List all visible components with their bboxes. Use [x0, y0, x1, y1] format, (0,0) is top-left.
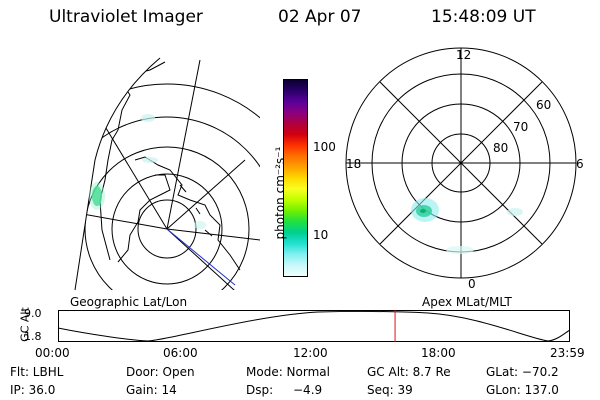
instrument-title: Ultraviolet Imager: [49, 7, 203, 27]
time-tick-1200: 12:00: [293, 346, 328, 360]
mlat-label-80: 80: [493, 141, 509, 155]
mlt-label-6: 6: [576, 157, 584, 171]
time-tick-0600: 06:00: [163, 346, 198, 360]
seq-info: Seq: 39: [367, 383, 413, 397]
colorbar-tick-100: 100: [313, 140, 336, 154]
mode-info: Mode: Normal: [246, 365, 330, 379]
mlat-label-60: 60: [536, 98, 552, 112]
dsp-label: Dsp:: [246, 383, 274, 397]
colorbar-unit-label: photon cm⁻²s⁻¹: [273, 146, 287, 240]
altitude-tick-low: 1.8: [24, 330, 42, 343]
altitude-tick-high: 9.0: [24, 307, 42, 320]
intensity-colorbar: [283, 79, 308, 277]
time-tick-1800: 18:00: [421, 346, 456, 360]
magnetic-polar-plot: [345, 47, 577, 279]
magnetic-map-caption: Apex MLat/MLT: [422, 295, 512, 309]
glat-info: GLat: −70.2: [486, 365, 559, 379]
observation-time: 15:48:09 UT: [431, 7, 536, 27]
time-tick-2359: 23:59: [550, 346, 585, 360]
geographic-map-caption: Geographic Lat/Lon: [70, 295, 188, 309]
geographic-map: [74, 57, 260, 291]
mlat-label-70: 70: [513, 120, 529, 134]
time-tick-0000: 00:00: [35, 346, 70, 360]
mlt-label-0: 0: [468, 277, 476, 291]
mlt-label-12: 12: [456, 48, 472, 62]
gain-info: Gain: 14: [126, 383, 177, 397]
mlt-label-18: 18: [346, 157, 362, 171]
filter-info: Flt: LBHL: [10, 365, 64, 379]
glon-info: GLon: 137.0: [486, 383, 559, 397]
observation-date: 02 Apr 07: [278, 7, 362, 27]
altitude-plot: [57, 310, 571, 342]
dsp-value: −4.9: [293, 383, 323, 397]
gc-alt-info: GC Alt: 8.7 Re: [367, 365, 451, 379]
colorbar-tick-10: 10: [313, 228, 329, 242]
door-info: Door: Open: [126, 365, 195, 379]
ip-info: IP: 36.0: [10, 383, 56, 397]
